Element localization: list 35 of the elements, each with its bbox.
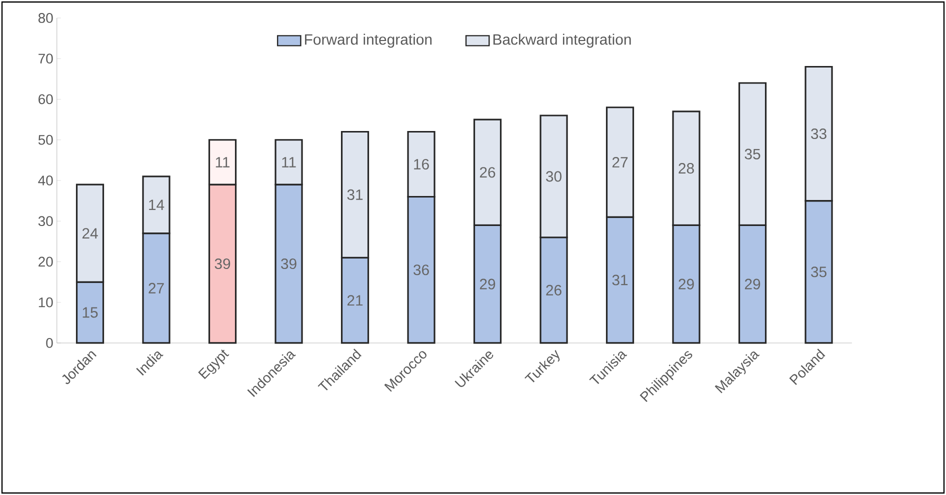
y-tick-label: 80: [38, 13, 53, 23]
y-tick-label: 50: [38, 134, 53, 145]
data-label: 39: [214, 258, 230, 270]
y-tick-label: 40: [38, 176, 53, 186]
data-label: 33: [811, 128, 826, 140]
data-label: 15: [82, 307, 98, 318]
y-tick-label: 20: [38, 256, 53, 267]
data-label: 27: [148, 282, 164, 294]
data-label: 35: [744, 148, 760, 160]
data-label: 29: [744, 278, 760, 290]
data-label: 29: [678, 278, 694, 290]
y-tick-label: 0: [46, 338, 53, 348]
data-label: 36: [414, 264, 429, 276]
data-label: 27: [612, 156, 628, 168]
data-label: 28: [678, 163, 694, 174]
data-label: 26: [546, 284, 562, 296]
y-tick-label: 30: [38, 216, 53, 226]
data-label: 31: [612, 274, 628, 286]
data-label: 30: [546, 171, 562, 182]
data-label: 31: [347, 189, 363, 200]
data-label: 24: [82, 228, 98, 239]
data-label: 21: [347, 295, 363, 306]
data-label: 11: [216, 157, 230, 168]
data-label: 29: [480, 278, 496, 290]
data-label: 26: [480, 167, 496, 178]
legend-label: Backward integration: [493, 34, 631, 48]
y-tick-label: 70: [38, 54, 53, 64]
data-label: 35: [811, 266, 826, 278]
data-label: 39: [281, 258, 296, 270]
y-tick-label: 60: [38, 94, 53, 104]
data-label: 16: [414, 158, 429, 170]
legend-label: Forward integration: [305, 34, 432, 48]
data-label: 11: [282, 157, 296, 168]
data-label: 14: [149, 200, 164, 210]
y-tick-label: 10: [38, 297, 53, 308]
